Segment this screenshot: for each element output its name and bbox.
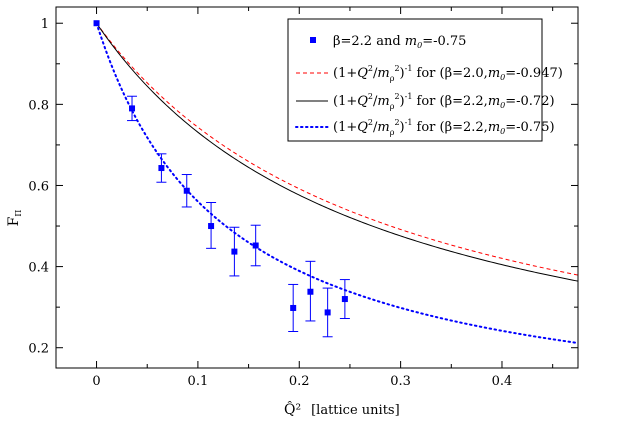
- data-point: [290, 304, 297, 311]
- legend-entry-blue: (1+Q2/mρ2)-1 for (β=2.2,m0=-0.75): [333, 118, 555, 137]
- svg-text:FΠ: FΠ: [6, 210, 23, 227]
- tick-layer: 0 0.1 0.2 0.3 0.4 0.2 0.4 0.6 0.8 1: [28, 7, 578, 389]
- data-point: [129, 105, 136, 112]
- data-point: [307, 288, 314, 295]
- y-tick-label: 0.2: [28, 342, 49, 357]
- x-tick-label: 0: [92, 374, 100, 389]
- legend-marker-points: [310, 37, 316, 43]
- legend-entry-points: β=2.2 and m0=-0.75: [333, 34, 466, 50]
- data-point: [158, 165, 165, 172]
- y-axis-title-main: F: [6, 216, 22, 226]
- y-tick-label: 0.8: [28, 98, 49, 113]
- x-tick-label: 0.3: [390, 374, 411, 389]
- y-tick-label: 1: [41, 17, 49, 32]
- legend: β=2.2 and m0=-0.75 (1+Q2/mρ2)-1 for (β=2…: [287, 18, 563, 142]
- x-tick-label: 0.2: [289, 374, 310, 389]
- data-point: [93, 20, 100, 27]
- y-tick-label: 0.4: [28, 261, 49, 276]
- vmd-curve-dotted: [95, 22, 579, 345]
- data-point: [183, 187, 190, 194]
- data-point: [324, 309, 331, 316]
- data-point: [231, 248, 238, 255]
- legend-entry-black: (1+Q2/mρ2)-1 for (β=2.2,m0=-0.72): [333, 92, 555, 111]
- data-point: [252, 242, 259, 249]
- vmd-curve-solid: [96, 22, 579, 282]
- points-layer: [93, 20, 350, 338]
- x-tick-label: 0.4: [492, 374, 513, 389]
- x-axis-title: Q̂² [lattice units]: [284, 400, 400, 418]
- x-axis-title-main: Q̂²: [284, 400, 301, 418]
- x-axis-title-units: [lattice units]: [311, 403, 400, 418]
- curve-layer: [95, 22, 579, 345]
- legend-entry-red: (1+Q2/mρ2)-1 for (β=2.0,m0=-0.947): [333, 64, 563, 83]
- data-point: [341, 296, 348, 303]
- x-tick-label: 0.1: [188, 374, 209, 389]
- svg-text:Q̂²[lattice units]: Q̂² [lattice units]: [284, 400, 400, 418]
- y-tick-label: 0.6: [28, 179, 49, 194]
- data-point: [208, 223, 215, 230]
- y-axis-title: FΠ: [6, 210, 23, 227]
- legend-box: [287, 18, 543, 142]
- plot-frame: [55, 6, 579, 369]
- y-axis-title-sub: Π: [14, 210, 23, 217]
